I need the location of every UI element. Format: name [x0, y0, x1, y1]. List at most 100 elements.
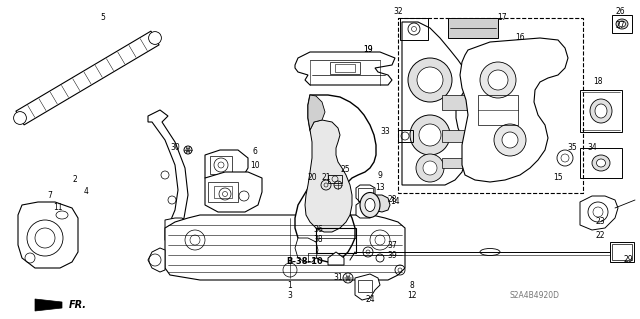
Text: 3: 3 — [287, 291, 292, 300]
Bar — [398, 130, 413, 142]
Text: 35: 35 — [567, 144, 577, 152]
Text: 12: 12 — [407, 291, 417, 300]
Polygon shape — [165, 215, 405, 280]
Text: 13: 13 — [375, 182, 385, 191]
Text: 30: 30 — [170, 144, 180, 152]
Text: 17: 17 — [497, 13, 507, 23]
Circle shape — [416, 154, 444, 182]
Circle shape — [148, 32, 161, 44]
Polygon shape — [205, 150, 248, 180]
Text: 32: 32 — [393, 8, 403, 17]
Circle shape — [408, 58, 452, 102]
Ellipse shape — [590, 99, 612, 123]
Polygon shape — [328, 252, 344, 265]
Circle shape — [27, 220, 63, 256]
Circle shape — [410, 115, 450, 155]
Text: 22: 22 — [595, 231, 605, 240]
Ellipse shape — [592, 155, 610, 171]
Text: 6: 6 — [253, 147, 257, 157]
Circle shape — [417, 67, 443, 93]
Text: 16: 16 — [515, 33, 525, 42]
Polygon shape — [295, 52, 395, 85]
Polygon shape — [35, 299, 62, 311]
Ellipse shape — [618, 21, 625, 27]
Bar — [442, 130, 477, 142]
Bar — [170, 230, 176, 234]
Polygon shape — [460, 38, 568, 182]
Text: 37: 37 — [387, 241, 397, 249]
Polygon shape — [148, 248, 165, 272]
Bar — [168, 228, 178, 236]
Bar — [442, 95, 477, 110]
Text: 21: 21 — [321, 174, 331, 182]
Ellipse shape — [595, 104, 607, 118]
Bar — [214, 186, 232, 198]
Circle shape — [419, 124, 441, 146]
Polygon shape — [295, 238, 318, 262]
Polygon shape — [308, 95, 325, 130]
Text: 9: 9 — [378, 170, 383, 180]
Text: 8: 8 — [410, 280, 414, 290]
Text: 7: 7 — [47, 190, 52, 199]
Text: 24: 24 — [365, 295, 375, 305]
Polygon shape — [580, 196, 618, 230]
Circle shape — [502, 132, 518, 148]
Bar — [398, 18, 583, 193]
Polygon shape — [148, 110, 188, 228]
Text: 28: 28 — [387, 196, 397, 204]
Bar — [580, 148, 622, 178]
Ellipse shape — [56, 211, 68, 219]
Text: 31: 31 — [333, 273, 343, 283]
Text: 2: 2 — [72, 175, 77, 184]
Text: S2A4B4920D: S2A4B4920D — [510, 291, 560, 300]
Text: 20: 20 — [307, 174, 317, 182]
Text: 38: 38 — [313, 235, 323, 244]
Text: 1: 1 — [287, 280, 292, 290]
Ellipse shape — [596, 159, 605, 167]
Text: 11: 11 — [53, 203, 63, 211]
Text: 14: 14 — [390, 197, 400, 206]
Bar — [400, 18, 428, 40]
Text: B-38-10: B-38-10 — [287, 257, 323, 266]
Text: 10: 10 — [250, 160, 260, 169]
Circle shape — [480, 62, 516, 98]
Bar — [316, 228, 356, 253]
Text: 4: 4 — [84, 188, 88, 197]
Text: FR.: FR. — [69, 300, 87, 310]
Text: 33: 33 — [380, 128, 390, 137]
Text: 27: 27 — [615, 20, 625, 29]
Polygon shape — [16, 31, 159, 125]
Polygon shape — [305, 120, 352, 232]
Text: 19: 19 — [363, 46, 373, 55]
Ellipse shape — [365, 198, 375, 211]
Bar — [328, 175, 342, 183]
Polygon shape — [165, 218, 190, 248]
Polygon shape — [18, 202, 78, 268]
Bar — [580, 90, 622, 132]
Circle shape — [184, 146, 192, 154]
Bar — [358, 188, 373, 201]
Text: 36: 36 — [313, 226, 323, 234]
Circle shape — [186, 148, 190, 152]
Bar — [612, 244, 632, 260]
Bar — [448, 18, 498, 38]
Polygon shape — [295, 95, 376, 262]
Polygon shape — [368, 195, 390, 212]
Bar — [442, 158, 470, 168]
Text: 26: 26 — [615, 8, 625, 17]
Bar — [208, 182, 238, 202]
Ellipse shape — [480, 249, 500, 256]
Circle shape — [13, 112, 26, 124]
Bar — [358, 280, 372, 292]
Circle shape — [488, 70, 508, 90]
Polygon shape — [356, 202, 374, 218]
Ellipse shape — [360, 192, 380, 218]
Text: 5: 5 — [100, 13, 106, 23]
Bar — [478, 95, 518, 125]
Ellipse shape — [616, 19, 628, 29]
Text: 18: 18 — [593, 78, 603, 86]
Polygon shape — [402, 22, 468, 185]
Polygon shape — [205, 172, 262, 212]
Bar — [612, 15, 632, 33]
Text: 23: 23 — [595, 218, 605, 226]
